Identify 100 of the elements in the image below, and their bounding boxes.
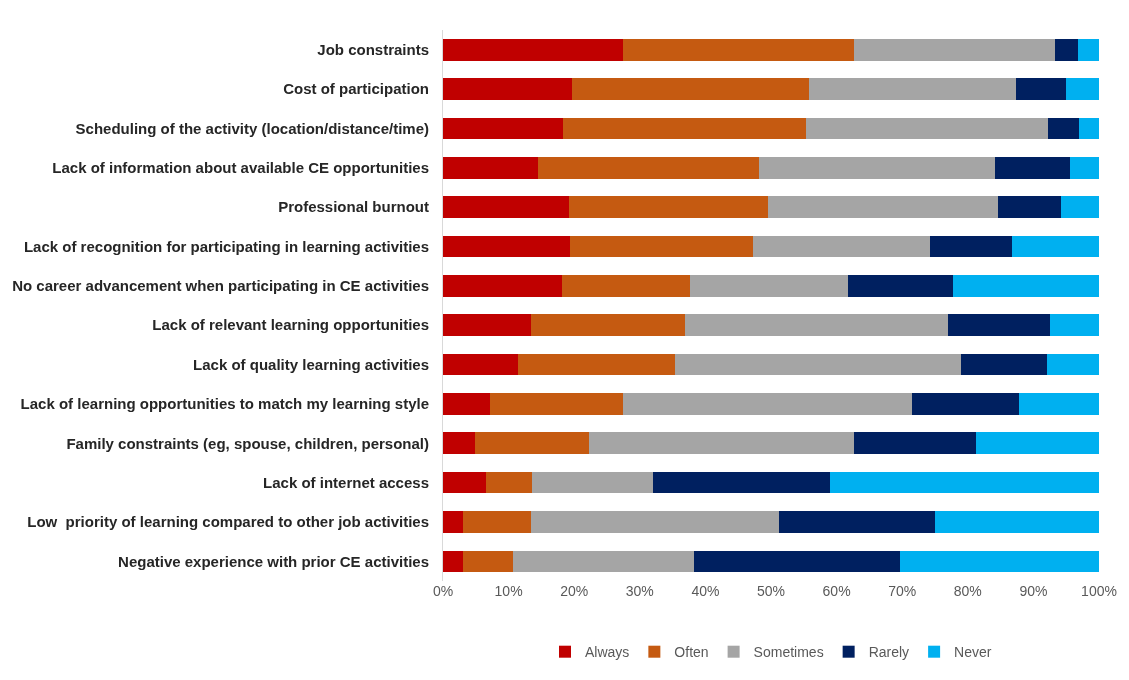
y-tick-label: Professional burnout <box>278 198 429 216</box>
x-tick-label: 10% <box>494 583 523 599</box>
bar <box>462 511 531 533</box>
bar <box>1050 314 1099 336</box>
bar <box>443 393 491 415</box>
y-tick-label: Lack of internet access <box>263 473 429 491</box>
bar <box>1012 235 1099 258</box>
y-tick-label: Cost of participation <box>283 80 429 98</box>
bar <box>1079 117 1099 140</box>
x-tick-label: 90% <box>1019 583 1048 599</box>
x-tick-label: 60% <box>822 583 851 599</box>
bar <box>1015 78 1066 100</box>
y-tick-label: Negative experience with prior CE activities <box>118 552 429 570</box>
bar <box>530 314 686 336</box>
bar <box>443 511 463 533</box>
bar <box>538 156 759 179</box>
bar <box>912 393 1019 415</box>
bar <box>443 117 564 140</box>
bar <box>443 432 476 455</box>
bar <box>623 38 854 61</box>
bar <box>571 78 810 100</box>
x-tick-label: 30% <box>625 583 654 599</box>
legend-label: Often <box>674 644 709 661</box>
bar <box>1055 38 1079 61</box>
bar <box>443 550 463 573</box>
bar <box>778 511 935 533</box>
y-tick-label: Family constraints (eg, spouse, children, personal) <box>66 434 429 452</box>
bar <box>561 275 690 297</box>
y-tick-label: Scheduling of the activity (location/distance/time) <box>75 119 429 137</box>
bar <box>530 511 779 533</box>
bar <box>1060 196 1099 218</box>
bar <box>485 471 533 494</box>
bar <box>752 235 930 258</box>
x-tick-label: 0% <box>432 583 454 599</box>
y-tick-label: Lack of relevant learning opportunities <box>152 316 429 334</box>
bar <box>1065 78 1099 100</box>
bar <box>532 471 653 494</box>
bar <box>929 235 1013 258</box>
bar <box>994 156 1071 179</box>
y-tick-label: Lack of recognition for participating in learning activities <box>23 237 429 255</box>
x-tick-label: 100% <box>1081 583 1117 599</box>
bar <box>443 235 571 258</box>
bar <box>848 275 953 297</box>
legend-label: Rarely <box>868 644 910 661</box>
bar <box>512 550 695 573</box>
x-tick-label: 80% <box>953 583 982 599</box>
bar <box>853 38 1056 61</box>
bar <box>694 550 900 573</box>
y-tick-label: Lack of learning opportunities to match my learning style <box>20 395 429 413</box>
bar <box>768 196 998 218</box>
bar <box>443 38 624 61</box>
bar <box>952 275 1099 297</box>
y-tick-label: Lack of quality learning activities <box>193 355 429 373</box>
x-tick-label: 70% <box>888 583 917 599</box>
bar <box>805 117 1049 140</box>
bar <box>1048 117 1080 140</box>
x-tick-label: 50% <box>756 583 786 599</box>
bar <box>1078 38 1099 61</box>
bar <box>1047 353 1099 376</box>
bar <box>809 78 1016 100</box>
bar <box>830 471 1099 494</box>
bar <box>961 353 1048 376</box>
bar <box>462 550 513 573</box>
bar <box>758 156 995 179</box>
y-tick-label: Job constraints <box>317 40 429 58</box>
bar <box>997 196 1061 218</box>
bar <box>490 393 623 415</box>
bar <box>948 314 1051 336</box>
y-tick-label: Low priority of learning compared to other job activities <box>27 513 429 531</box>
x-tick-label: 40% <box>691 583 720 599</box>
bar <box>854 432 977 455</box>
bar <box>443 314 531 336</box>
bar <box>443 471 486 494</box>
bar <box>443 78 572 100</box>
y-tick-label: Lack of information about available CE opportunities <box>52 159 429 176</box>
bar <box>935 511 1099 533</box>
bar <box>1070 156 1099 179</box>
bar <box>568 196 769 218</box>
bar <box>443 196 569 218</box>
legend-label: Never <box>954 644 992 661</box>
bar <box>689 275 849 297</box>
bar <box>570 235 753 258</box>
bar <box>443 353 519 376</box>
bar <box>443 156 539 179</box>
bar <box>685 314 949 336</box>
y-tick-label: No career advancement when participating in CE activities <box>12 277 429 295</box>
legend-label: Always <box>585 644 630 661</box>
x-tick-label: 20% <box>560 583 589 599</box>
bar <box>563 117 806 140</box>
bar <box>518 353 675 376</box>
bar <box>1018 393 1099 415</box>
bar <box>622 393 913 415</box>
bar <box>674 353 962 376</box>
bar <box>443 275 562 297</box>
bar <box>652 471 831 494</box>
bar <box>899 550 1099 573</box>
bar <box>589 432 855 455</box>
bar <box>475 432 590 455</box>
bar <box>976 432 1099 455</box>
legend-label: Sometimes <box>753 644 824 661</box>
